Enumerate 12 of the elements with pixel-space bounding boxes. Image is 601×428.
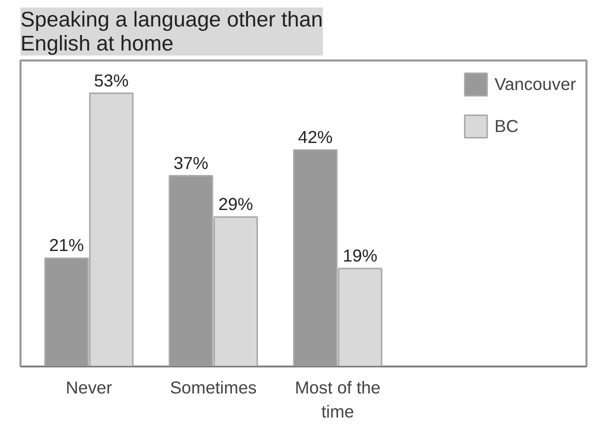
chart-title: Speaking a language other than English at home — [20, 8, 323, 56]
legend-label: BC — [494, 116, 519, 136]
legend-label: Vancouver — [494, 74, 576, 94]
data-label: 19% — [342, 246, 378, 266]
data-label: 37% — [174, 152, 208, 173]
data-label: 42% — [298, 126, 333, 147]
x-tick-label: Sometimes — [170, 378, 257, 398]
data-label: 21% — [49, 235, 84, 256]
x-tick-label: Never — [66, 378, 112, 398]
data-label: 53% — [94, 70, 129, 90]
data-label: 29% — [218, 194, 254, 214]
x-tick-label: Most of the time — [294, 378, 381, 422]
